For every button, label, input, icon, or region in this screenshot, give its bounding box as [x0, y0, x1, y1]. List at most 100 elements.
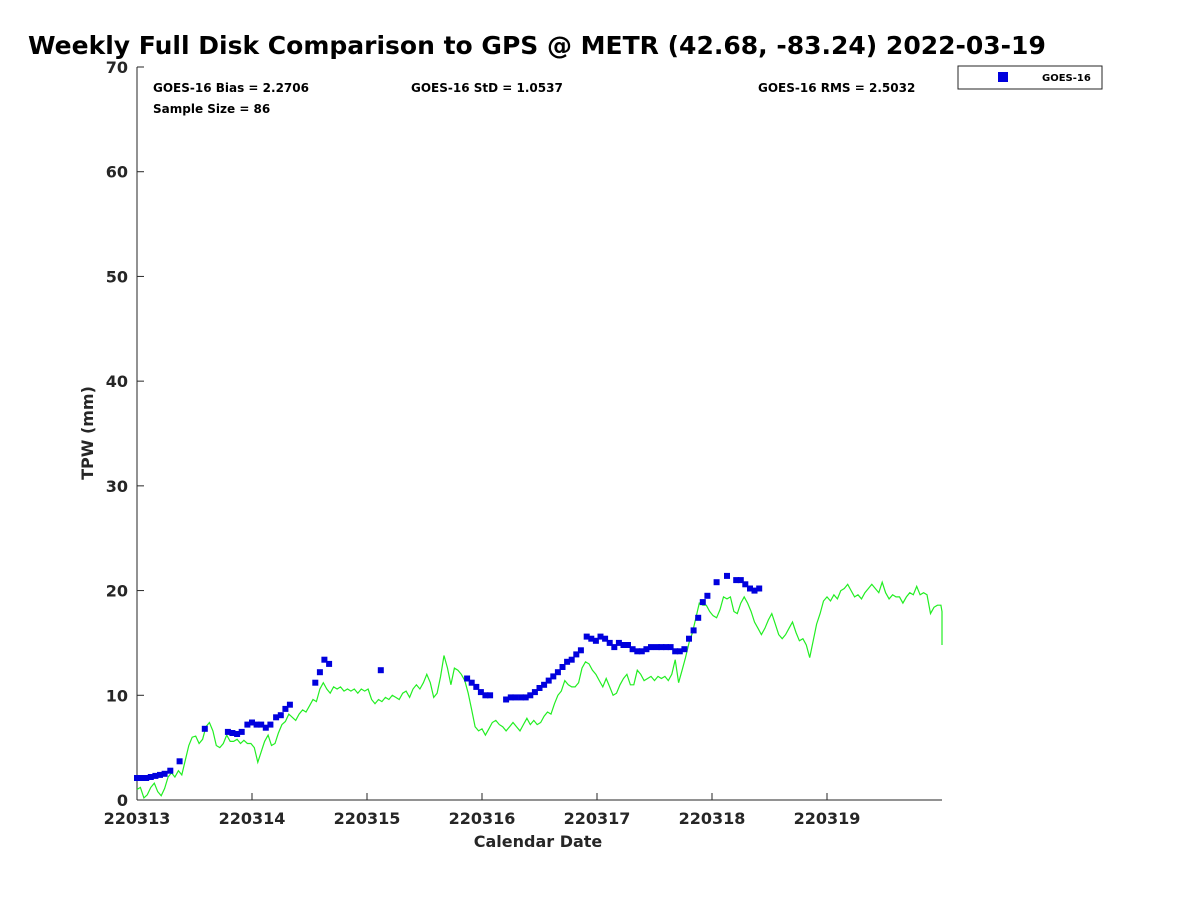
- goes16-point: [583, 633, 590, 640]
- goes16-point: [554, 669, 561, 676]
- goes16-point: [147, 774, 154, 780]
- goes16-point: [316, 669, 323, 676]
- y-tick-label: 0: [117, 791, 128, 810]
- goes16-point: [602, 635, 609, 642]
- goes16-point: [512, 694, 519, 701]
- x-axis-label: Calendar Date: [474, 832, 603, 851]
- goes16-point: [282, 705, 289, 712]
- goes16-point: [267, 721, 274, 728]
- goes16-point: [592, 637, 599, 644]
- goes16-point: [152, 772, 159, 779]
- goes16-point: [653, 644, 660, 651]
- goes16-point: [545, 677, 552, 684]
- goes16-point: [321, 656, 328, 663]
- goes16-point: [503, 696, 510, 703]
- goes16-point: [176, 758, 183, 765]
- goes16-point: [676, 648, 683, 655]
- goes16-point: [507, 694, 514, 701]
- legend-box: [957, 65, 1103, 90]
- goes16-point: [473, 683, 480, 690]
- goes16-point: [477, 689, 484, 696]
- plot-axes: [136, 67, 942, 801]
- goes16-point: [699, 599, 706, 606]
- goes16-point: [672, 648, 679, 655]
- goes16-point: [733, 577, 740, 584]
- y-tick-label: 70: [106, 58, 128, 77]
- y-axis-ticks: 0 10 20 30 40 50 60 70: [106, 58, 144, 810]
- goes16-point: [634, 648, 641, 655]
- goes16-point: [638, 648, 645, 655]
- y-axis-label: TPW (mm): [78, 386, 97, 480]
- goes16-point: [468, 679, 475, 686]
- goes16-point: [143, 775, 150, 781]
- goes16-point: [518, 694, 525, 701]
- goes16-point: [326, 660, 333, 667]
- goes16-point: [588, 635, 595, 642]
- goes16-point: [157, 771, 163, 778]
- chart-title: Weekly Full Disk Comparison to GPS @ MET…: [28, 31, 1046, 60]
- goes16-point: [312, 679, 319, 686]
- y-tick-label: 30: [106, 477, 128, 496]
- goes16-point: [695, 614, 702, 621]
- x-tick-label: 220316: [449, 809, 516, 828]
- goes16-point: [648, 644, 654, 651]
- goes16-point: [756, 585, 763, 592]
- goes16-point: [747, 585, 753, 592]
- goes16-point: [201, 725, 208, 732]
- stat-sample-size: Sample Size = 86: [153, 102, 270, 116]
- goes16-point: [573, 651, 580, 658]
- goes16-point: [482, 692, 489, 699]
- goes16-point: [611, 644, 618, 651]
- goes16-point: [531, 689, 538, 696]
- goes16-point: [527, 692, 534, 699]
- goes16-point: [704, 592, 711, 599]
- goes16-point: [541, 681, 548, 688]
- x-tick-label: 220313: [104, 809, 171, 828]
- y-tick-label: 10: [106, 686, 128, 705]
- legend-marker-goes16: [998, 72, 1008, 82]
- goes16-point: [273, 714, 280, 721]
- series-layer: [134, 572, 943, 799]
- goes16-point: [262, 724, 269, 731]
- goes16-point: [229, 730, 236, 736]
- legend: GOES-16: [957, 65, 1103, 90]
- stat-bias: GOES-16 Bias = 2.2706: [153, 81, 309, 95]
- goes16-point: [751, 587, 758, 594]
- goes16-point: [249, 719, 255, 726]
- goes16-point: [522, 694, 529, 701]
- goes16-point: [464, 675, 471, 682]
- goes16-point: [643, 646, 650, 653]
- goes16-point: [564, 658, 571, 665]
- goes16-point: [550, 673, 557, 680]
- goes16-point: [724, 572, 730, 579]
- goes16-point: [597, 633, 604, 640]
- goes16-point: [234, 731, 241, 737]
- goes16-point: [737, 577, 744, 584]
- goes16-point: [277, 712, 284, 719]
- gps-tpw-line: [136, 580, 943, 799]
- x-tick-label: 220315: [334, 809, 401, 828]
- goes16-point: [536, 685, 543, 691]
- y-tick-label: 60: [106, 163, 128, 182]
- goes16-point: [244, 721, 251, 728]
- x-tick-label: 220317: [564, 809, 631, 828]
- goes16-point: [615, 639, 622, 646]
- goes16-point: [167, 767, 174, 774]
- goes16-point: [681, 646, 688, 653]
- x-tick-label: 220318: [679, 809, 746, 828]
- goes16-point: [606, 639, 613, 646]
- goes16-point: [658, 644, 665, 651]
- stat-std: GOES-16 StD = 1.0537: [411, 81, 563, 95]
- goes16-point: [559, 664, 566, 670]
- goes16-point: [138, 775, 145, 781]
- goes16-point: [224, 728, 231, 735]
- goes16-point: [742, 581, 749, 588]
- goes16-point: [686, 635, 692, 642]
- goes16-points: [134, 572, 763, 781]
- goes16-point: [667, 644, 674, 651]
- goes16-point: [258, 721, 265, 728]
- goes16-point: [377, 667, 384, 674]
- y-tick-label: 50: [106, 267, 128, 286]
